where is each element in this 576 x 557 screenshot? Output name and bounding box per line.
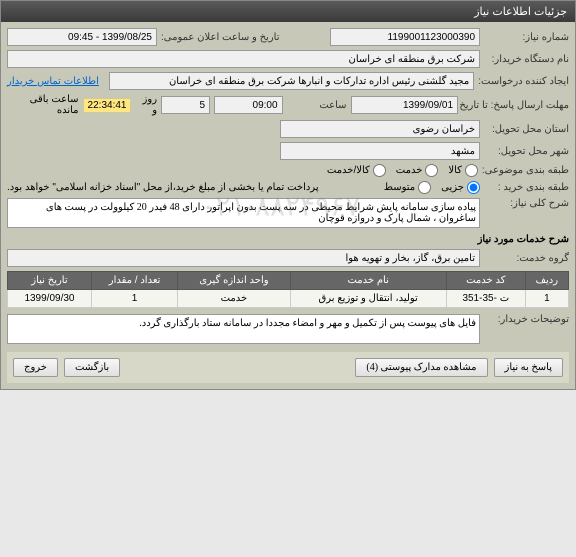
services-table: ردیف کد خدمت نام خدمت واحد اندازه گیری ت… <box>7 271 569 308</box>
th-date: تاریخ نیاز <box>8 272 92 290</box>
need-number-field: 1199001123000390 <box>330 28 480 46</box>
group-label: گروه خدمت: <box>484 253 569 264</box>
creator-field: مجید گلشنی رئیس اداره تدارکات و انبارها … <box>109 72 474 90</box>
td-unit: خدمت <box>178 290 290 308</box>
announce-field: 1399/08/25 - 09:45 <box>7 28 157 46</box>
city-field: مشهد <box>280 142 480 160</box>
radio-kala[interactable]: کالا <box>448 164 478 177</box>
buyer-notes-label: توضیحات خریدار: <box>484 314 569 325</box>
buy-type-label: طبقه بندی خرید : <box>484 182 569 193</box>
th-name: نام خدمت <box>290 272 446 290</box>
th-code: کد خدمت <box>446 272 525 290</box>
th-unit: واحد اندازه گیری <box>178 272 290 290</box>
radio-jozei[interactable]: جزیی <box>441 181 480 194</box>
desc-textarea <box>7 198 480 228</box>
pricing-label: طبقه بندی موضوعی: <box>482 165 569 176</box>
countdown-badge: 22:34:41 <box>83 98 132 113</box>
radio-khedmat[interactable]: خدمت <box>396 164 439 177</box>
td-qty: 1 <box>91 290 177 308</box>
services-section-label: شرح خدمات مورد نیاز <box>7 234 569 245</box>
buyer-org-field: شرکت برق منطقه ای خراسان <box>7 50 480 68</box>
payment-note: پرداخت تمام یا بخشی از مبلغ خرید،از محل … <box>7 182 319 193</box>
type-radio-group: کالا خدمت کالا/خدمت <box>327 164 478 177</box>
group-field: تامین برق، گاز، بخار و تهویه هوا <box>7 249 480 267</box>
exit-button[interactable]: خروج <box>13 358 58 377</box>
td-code: ت -35-351 <box>446 290 525 308</box>
titlebar: جزئیات اطلاعات نیاز <box>1 1 575 22</box>
table-header-row: ردیف کد خدمت نام خدمت واحد اندازه گیری ت… <box>8 272 569 290</box>
radio-kala-khedmat[interactable]: کالا/خدمت <box>327 164 386 177</box>
remaining-label: ساعت باقی مانده <box>7 94 79 116</box>
td-date: 1399/09/30 <box>8 290 92 308</box>
city-label: شهر محل تحویل: <box>484 146 569 157</box>
need-number-label: شماره نیاز: <box>484 32 569 43</box>
details-window: جزئیات اطلاعات نیاز ۰۲۱-۸۸۲۴۹۶۷۰ شماره ن… <box>0 0 576 390</box>
province-label: استان محل تحویل: <box>484 124 569 135</box>
buyer-notes-textarea <box>7 314 480 344</box>
deadline-time-field: 09:00 <box>214 96 283 114</box>
size-radio-group: جزیی متوسط <box>384 181 480 194</box>
radio-motavaset[interactable]: متوسط <box>384 181 431 194</box>
button-bar: پاسخ به نیاز مشاهده مدارک پیوستی (4) باز… <box>7 352 569 383</box>
respond-button[interactable]: پاسخ به نیاز <box>494 358 564 377</box>
province-field: خراسان رضوی <box>280 120 480 138</box>
deadline-date-field: 1399/09/01 <box>351 96 459 114</box>
content-area: ۰۲۱-۸۸۲۴۹۶۷۰ شماره نیاز: 119900112300039… <box>1 22 575 389</box>
time-label: ساعت <box>287 100 347 111</box>
buyer-contact-link[interactable]: اطلاعات تماس خریدار <box>7 76 99 87</box>
th-row: ردیف <box>525 272 568 290</box>
print-button[interactable]: بازگشت <box>64 358 120 377</box>
desc-label: شرح کلی نیاز: <box>484 198 569 209</box>
attachments-button[interactable]: مشاهده مدارک پیوستی (4) <box>355 358 487 377</box>
days-left-field: 5 <box>161 96 210 114</box>
deadline-label: مهلت ارسال پاسخ: تا تاریخ <box>462 100 569 111</box>
announce-label: تاریخ و ساعت اعلان عمومی: <box>161 32 280 43</box>
day-word: روز و <box>135 94 157 116</box>
td-name: تولید، انتقال و توزیع برق <box>290 290 446 308</box>
buyer-org-label: نام دستگاه خریدار: <box>484 54 569 65</box>
td-row: 1 <box>525 290 568 308</box>
table-row[interactable]: 1 ت -35-351 تولید، انتقال و توزیع برق خد… <box>8 290 569 308</box>
window-title: جزئیات اطلاعات نیاز <box>474 6 567 18</box>
creator-label: ایجاد کننده درخواست: <box>478 76 569 87</box>
th-qty: تعداد / مقدار <box>91 272 177 290</box>
